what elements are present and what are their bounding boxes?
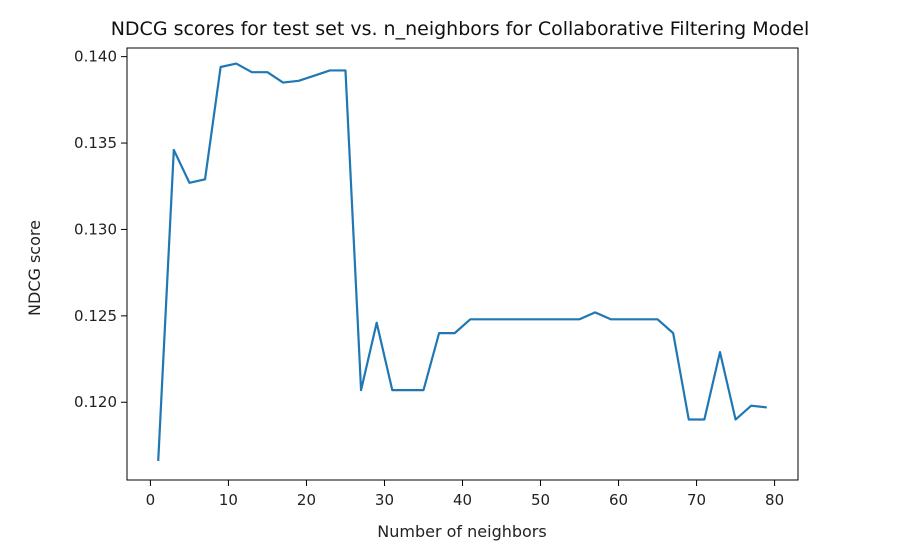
y-tick-label: 0.140 (74, 48, 117, 66)
x-tick-label: 40 (453, 491, 472, 509)
y-tick-label: 0.135 (74, 134, 117, 152)
y-tick-label: 0.125 (74, 307, 117, 325)
x-tick-label: 20 (297, 491, 316, 509)
x-tick-label: 10 (219, 491, 238, 509)
series-line-0 (157, 62, 767, 462)
x-axis: 0 10 20 30 40 50 60 70 80 (146, 480, 784, 509)
x-tick-label: 30 (375, 491, 394, 509)
plot-area (126, 47, 799, 481)
y-tick-label: 0.120 (74, 393, 117, 411)
x-tick-label: 0 (146, 491, 156, 509)
y-axis: 0.120 0.125 0.130 0.135 0.140 (74, 48, 127, 411)
y-axis-title: NDCG score (25, 220, 44, 316)
x-tick-label: 70 (687, 491, 706, 509)
x-tick-label: 50 (531, 491, 550, 509)
x-axis-title: Number of neighbors (377, 522, 546, 541)
x-tick-label: 60 (609, 491, 628, 509)
y-tick-label: 0.130 (74, 220, 117, 238)
x-tick-label: 80 (765, 491, 784, 509)
plot-frame (126, 47, 799, 481)
chart-title: NDCG scores for test set vs. n_neighbors… (111, 18, 810, 40)
